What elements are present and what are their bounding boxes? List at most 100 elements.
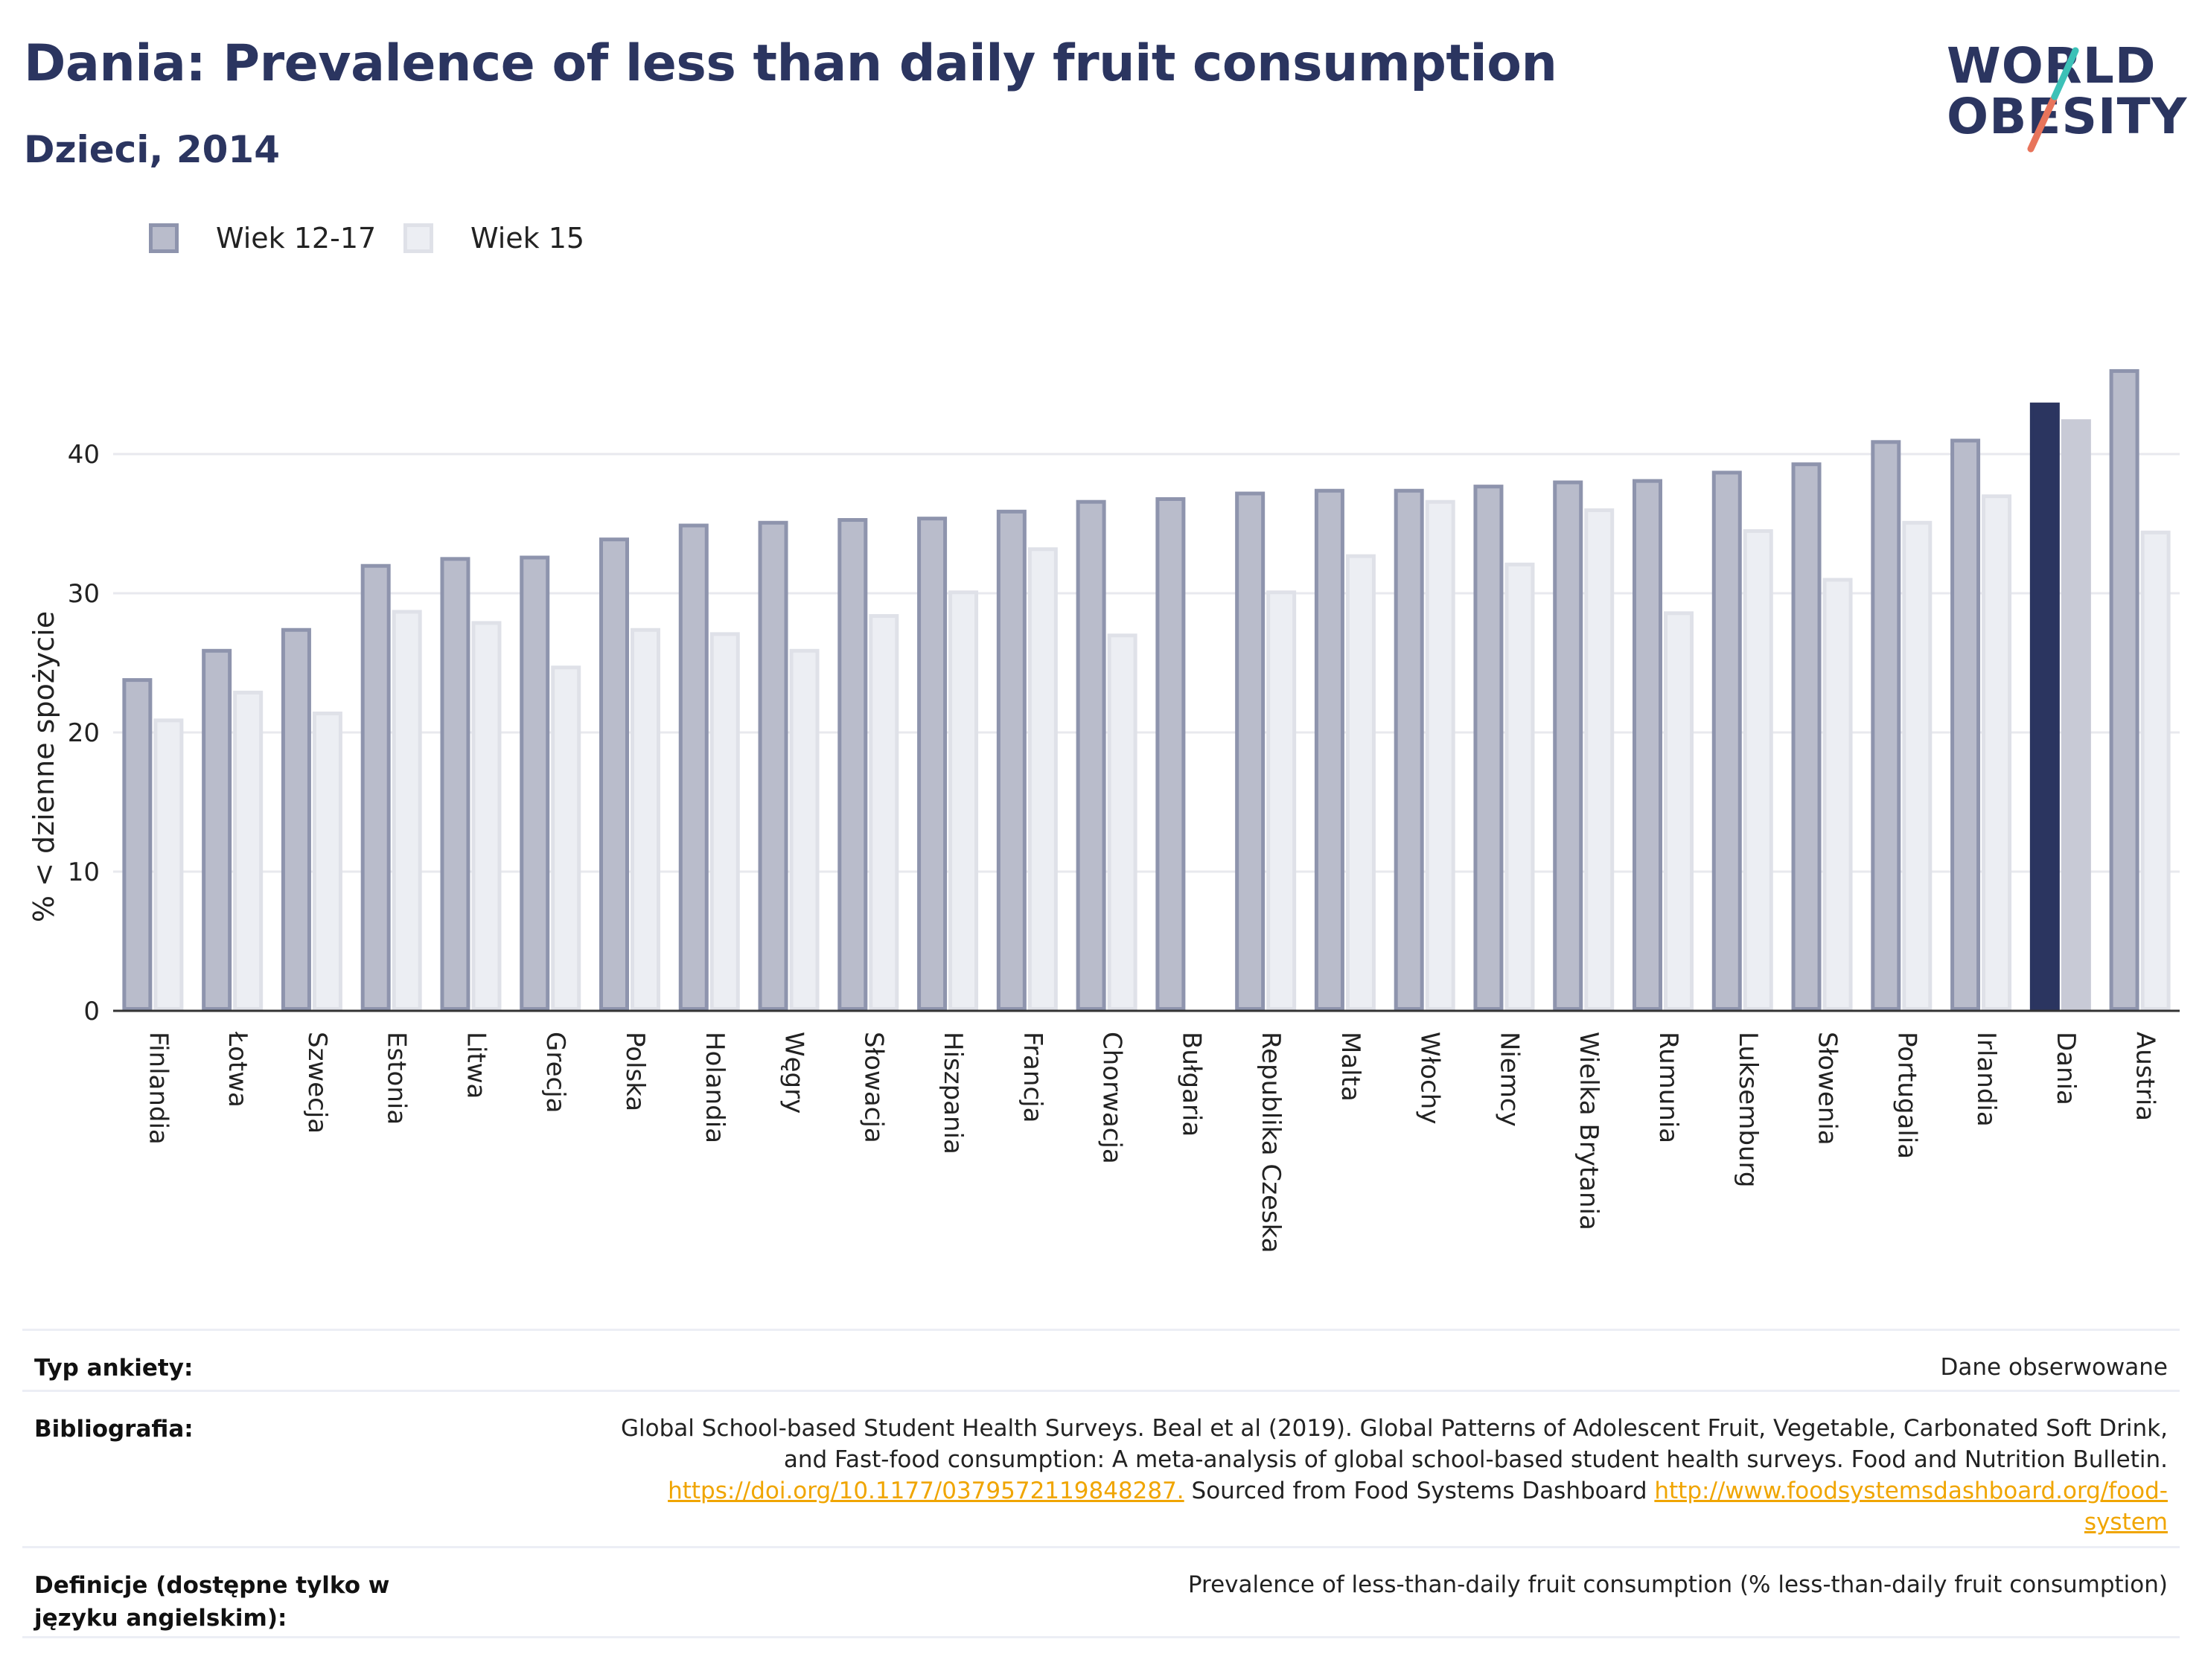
bar-series-2[interactable]: [2140, 530, 2171, 1011]
food-systems-link[interactable]: http://www.foodsystemsdashboard.org/food…: [1654, 1478, 2168, 1504]
bar-series-1[interactable]: [440, 557, 470, 1011]
chart-subtitle: Dzieci, 2014: [24, 128, 280, 171]
x-tick-label: Szwecja: [302, 1032, 332, 1134]
bar-series-2[interactable]: [1504, 562, 1535, 1011]
survey-type-label: Typ ankiety:: [34, 1355, 194, 1382]
labels-layer: 0 10 20 30 40 Finlandia Łotwa Szwecja Estonia Lit…: [68, 440, 2160, 1253]
bar-series-1[interactable]: [837, 518, 868, 1011]
bar-series-1[interactable]: [1711, 470, 1742, 1011]
doi-link[interactable]: https://doi.org/10.1177/0379572119848287…: [668, 1478, 1184, 1504]
x-tick-label: Litwa: [461, 1032, 491, 1099]
bar-series-1[interactable]: [1314, 488, 1344, 1011]
info-row-survey-type: Typ ankiety: Dane obserwowane: [22, 1329, 2180, 1390]
x-tick-label: Łotwa: [223, 1031, 252, 1108]
bar-series-1[interactable]: [996, 509, 1027, 1011]
bar-series-2[interactable]: [789, 648, 820, 1011]
bar-series-1[interactable]: [1394, 488, 1424, 1011]
bibliography-line-2: and Fast-food consumption: A meta-analys…: [783, 1446, 2168, 1473]
food-systems-link-continued[interactable]: system: [2084, 1509, 2168, 1536]
bibliography-label: Bibliografia:: [34, 1416, 194, 1443]
bar-series-1[interactable]: [1473, 485, 1504, 1011]
x-tick-label: Włochy: [1415, 1032, 1445, 1124]
bar-series-1[interactable]: [1235, 491, 1266, 1011]
bar-series-1[interactable]: [1791, 462, 1822, 1011]
bar-series-2[interactable]: [709, 632, 740, 1011]
logo-word-world: WORLD: [1947, 37, 2157, 95]
bar-series-2[interactable]: [948, 590, 979, 1011]
logo-word-obesity: OBESITY: [1947, 88, 2188, 145]
bar-series-1[interactable]: [1076, 499, 1106, 1011]
bar-series-1[interactable]: [202, 648, 232, 1011]
bar-series-1[interactable]: [758, 520, 788, 1011]
bar-series-2[interactable]: [1345, 554, 1376, 1011]
world-obesity-logo: WORLD OBESITY: [1943, 22, 2189, 164]
definitions-value: Prevalence of less-than-daily fruit cons…: [1187, 1571, 2168, 1598]
y-tick-label: 10: [68, 857, 100, 887]
info-row-bibliography: Bibliografia: Global School-based Studen…: [22, 1390, 2180, 1546]
x-tick-label: Hiszpania: [938, 1032, 968, 1154]
bar-series-2[interactable]: [1107, 633, 1137, 1011]
x-tick-label: Estonia: [382, 1032, 412, 1125]
bar-series-2[interactable]: [153, 718, 184, 1011]
bar-series-2[interactable]: [1743, 528, 1773, 1011]
bar-series-2[interactable]: [471, 621, 502, 1011]
x-tick-label: Węgry: [779, 1032, 809, 1114]
bar-series-1[interactable]: [1633, 479, 1662, 1011]
bar-series-2[interactable]: [1664, 611, 1694, 1011]
bar-series-2[interactable]: [233, 690, 264, 1012]
bar-series-1[interactable]: [122, 678, 153, 1011]
bar-series-1[interactable]: [1155, 496, 1186, 1011]
bar-series-2[interactable]: [2061, 419, 2091, 1011]
bar-series-2[interactable]: [551, 665, 581, 1011]
bar-series-1[interactable]: [2109, 368, 2139, 1011]
bibliography-value: Global School-based Student Health Surve…: [530, 1413, 2168, 1538]
x-tick-label: Chorwacja: [1097, 1032, 1127, 1164]
x-tick-label: Niemcy: [1494, 1032, 1524, 1127]
x-tick-label: Portugalia: [1892, 1032, 1921, 1159]
bar-series-2[interactable]: [1902, 520, 1933, 1011]
info-row-definitions: Definicje (dostępne tylko w języku angie…: [22, 1546, 2180, 1638]
bar-series-1[interactable]: [599, 537, 629, 1011]
bar-series-2[interactable]: [1584, 508, 1615, 1011]
bar-series-1[interactable]: [360, 563, 391, 1011]
y-tick-label: 30: [68, 579, 100, 609]
bar-series-2[interactable]: [1982, 494, 2012, 1011]
x-tick-label: Republika Czeska: [1256, 1032, 1286, 1253]
bar-series-2[interactable]: [1027, 547, 1058, 1011]
survey-type-value: Dane obserwowane: [1940, 1354, 2168, 1381]
bar-series-1[interactable]: [1553, 480, 1583, 1011]
bar-series-1[interactable]: [281, 627, 311, 1011]
x-tick-label: Malta: [1335, 1032, 1365, 1102]
legend-swatch-series-1: [149, 223, 179, 253]
bar-series-2[interactable]: [1425, 499, 1455, 1011]
bar-series-1[interactable]: [678, 523, 709, 1011]
bar-series-2[interactable]: [869, 614, 899, 1011]
y-axis-title: % < dzienne spożycie: [28, 611, 60, 922]
bar-series-2[interactable]: [312, 711, 342, 1011]
bar-series-2[interactable]: [1266, 590, 1297, 1011]
x-tick-label: Austria: [2131, 1032, 2160, 1121]
x-tick-label: Wielka Brytania: [1574, 1032, 1603, 1230]
bar-series-1[interactable]: [1871, 440, 1901, 1011]
info-table: Typ ankiety: Dane obserwowane Bibliograf…: [22, 1329, 2180, 1638]
bar-series-1[interactable]: [1950, 438, 1981, 1011]
bar-series-1[interactable]: [917, 517, 948, 1011]
x-tick-label: Bułgaria: [1176, 1032, 1206, 1137]
y-tick-label: 20: [68, 718, 100, 748]
x-tick-label: Francja: [1018, 1032, 1047, 1122]
bar-series-2[interactable]: [631, 627, 660, 1011]
y-tick-label: 40: [68, 440, 100, 470]
bar-series-1[interactable]: [2029, 402, 2060, 1011]
bibliography-line-3: https://doi.org/10.1177/0379572119848287…: [530, 1475, 2168, 1507]
bar-series-1[interactable]: [520, 555, 550, 1011]
x-tick-label: Słowenia: [1813, 1032, 1842, 1146]
grid-layer: [113, 453, 2180, 873]
chart-title: Dania: Prevalence of less than daily fru…: [24, 34, 1557, 93]
bar-series-2[interactable]: [1822, 578, 1853, 1011]
bars-layer: [122, 368, 2171, 1012]
logo-slash-icon: [2027, 47, 2079, 153]
x-tick-label: Słowacja: [858, 1032, 888, 1143]
bar-series-2[interactable]: [392, 610, 422, 1011]
x-tick-label: Polska: [620, 1032, 650, 1111]
x-tick-label: Grecja: [540, 1032, 570, 1113]
